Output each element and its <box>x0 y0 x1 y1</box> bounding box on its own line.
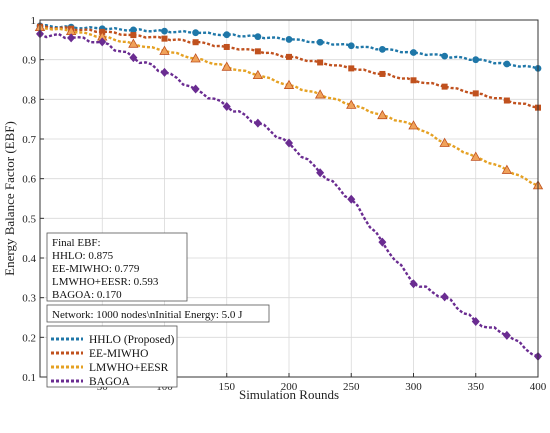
data-point-ee-miwho <box>254 48 261 55</box>
data-point-ee-miwho <box>317 59 324 66</box>
data-point-lmwho-eesr <box>470 151 481 161</box>
data-point-bagoa <box>98 37 107 47</box>
legend-label-hhlo: HHLO (Proposed) <box>89 334 174 346</box>
data-point-lmwho-eesr <box>283 79 295 89</box>
final-ebf-annotation: Final EBF: HHLO: 0.875 EE-MIWHO: 0.779 L… <box>46 232 188 302</box>
y-tick-label: 0.5 <box>22 213 36 225</box>
x-tick-label: 150 <box>219 381 236 393</box>
data-point-bagoa <box>440 292 449 302</box>
data-point-ee-miwho <box>161 35 168 42</box>
data-point-lmwho-eesr <box>190 53 201 63</box>
x-tick-label: 250 <box>343 381 360 393</box>
series-group <box>34 21 544 361</box>
data-point-ee-miwho <box>410 77 417 84</box>
data-point-bagoa <box>316 168 325 178</box>
data-point-lmwho-eesr <box>252 69 264 80</box>
y-tick-label: 0.8 <box>22 94 36 106</box>
data-point-hhlo-proposed <box>472 56 480 64</box>
x-tick-label: 300 <box>405 381 422 393</box>
legend: HHLO (Proposed) EE-MIWHO LMWHO+EESR BAGO… <box>46 325 178 388</box>
data-point-bagoa <box>347 194 356 204</box>
data-point-bagoa <box>129 53 138 63</box>
data-point-lmwho-eesr <box>408 120 419 130</box>
data-point-bagoa <box>409 279 418 289</box>
data-point-bagoa <box>378 237 387 247</box>
data-point-ee-miwho <box>223 43 230 50</box>
series-lmwho-eesr <box>34 21 544 190</box>
data-point-lmwho-eesr <box>346 99 357 109</box>
y-tick-label: 0.4 <box>22 253 36 265</box>
data-point-hhlo-proposed <box>192 29 200 37</box>
legend-label-bagoa: BAGOA <box>89 376 131 388</box>
data-point-lmwho-eesr <box>439 137 450 147</box>
data-point-hhlo-proposed <box>503 60 511 68</box>
data-point-bagoa <box>160 67 169 77</box>
data-point-hhlo-proposed <box>254 33 262 41</box>
x-tick-label: 200 <box>281 381 298 393</box>
x-tick-label: 400 <box>530 381 547 393</box>
legend-item-lmwho-eesr: LMWHO+EESR <box>51 362 169 374</box>
final-ebf-title: Final EBF: <box>52 237 101 249</box>
series-line-lmwho-eesr <box>39 25 539 187</box>
data-point-bagoa <box>191 84 200 94</box>
data-point-ee-miwho <box>503 97 510 104</box>
y-tick-label: 1 <box>31 15 37 27</box>
data-point-lmwho-eesr <box>314 89 326 99</box>
data-point-bagoa <box>502 330 511 340</box>
network-annotation: Network: 1000 nodes\nInitial Energy: 5.0… <box>46 304 270 323</box>
data-point-lmwho-eesr <box>501 164 513 174</box>
data-point-hhlo-proposed <box>316 38 324 46</box>
data-point-lmwho-eesr <box>159 45 170 55</box>
y-tick-label: 0.9 <box>22 55 36 67</box>
legend-label-ee-miwho: EE-MIWHO <box>89 348 148 360</box>
data-point-bagoa <box>67 33 76 43</box>
y-tick-label: 0.1 <box>22 372 36 384</box>
legend-label-lmwho-eesr: LMWHO+EESR <box>89 362 169 374</box>
data-point-ee-miwho <box>192 39 199 46</box>
data-point-bagoa <box>253 118 262 128</box>
final-ebf-bagoa: BAGOA: 0.170 <box>52 289 122 301</box>
legend-item-bagoa: BAGOA <box>51 376 131 388</box>
legend-item-hhlo: HHLO (Proposed) <box>51 334 174 346</box>
final-ebf-lmwho: LMWHO+EESR: 0.593 <box>52 276 159 288</box>
data-point-bagoa <box>285 138 293 148</box>
data-point-lmwho-eesr <box>128 38 139 48</box>
data-point-hhlo-proposed <box>285 36 293 43</box>
data-point-hhlo-proposed <box>161 27 168 35</box>
y-tick-label: 0.7 <box>22 134 36 146</box>
final-ebf-hhlo: HHLO: 0.875 <box>52 250 114 262</box>
data-point-bagoa <box>471 316 480 326</box>
data-point-hhlo-proposed <box>129 26 137 34</box>
final-ebf-ee-miwho: EE-MIWHO: 0.779 <box>52 263 140 275</box>
data-point-hhlo-proposed <box>441 52 449 60</box>
data-point-ee-miwho <box>379 70 386 77</box>
data-point-hhlo-proposed <box>410 49 417 56</box>
x-axis-title: Simulation Rounds <box>239 387 339 402</box>
data-point-bagoa <box>222 101 231 111</box>
data-point-hhlo-proposed <box>378 45 386 53</box>
data-point-hhlo-proposed <box>223 31 231 39</box>
data-point-lmwho-eesr <box>221 61 232 71</box>
y-tick-label: 0.6 <box>22 174 36 186</box>
y-tick-label: 0.3 <box>22 293 36 305</box>
data-point-ee-miwho <box>441 83 448 90</box>
y-axis-title: Energy Balance Factor (EBF) <box>2 121 17 276</box>
network-text: Network: 1000 nodes\nInitial Energy: 5.0… <box>52 309 243 321</box>
data-point-ee-miwho <box>130 32 137 39</box>
x-tick-label: 350 <box>468 381 485 393</box>
series-bagoa <box>36 29 542 361</box>
data-point-lmwho-eesr <box>377 109 388 120</box>
data-point-ee-miwho <box>286 53 292 60</box>
y-tick-label: 0.2 <box>22 332 36 344</box>
data-point-ee-miwho <box>348 65 355 72</box>
data-point-ee-miwho <box>472 90 479 97</box>
legend-item-ee-miwho: EE-MIWHO <box>51 348 148 360</box>
data-point-hhlo-proposed <box>347 42 355 50</box>
